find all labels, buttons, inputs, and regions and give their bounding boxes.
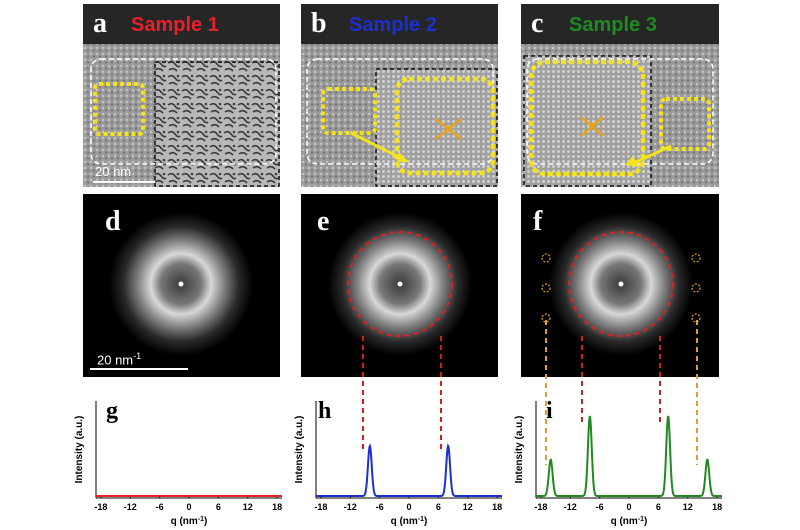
plot-i: -18 -12 -6 0 6 12 18 Intensity (a.u.) q (nm-1) i bbox=[510, 395, 730, 530]
x-axis-label: q (nm-1) bbox=[171, 516, 208, 528]
series-line bbox=[316, 443, 502, 497]
chart-g-svg: -18 -12 -6 0 6 12 18 Intensity (a.u.) q (nm-1) bbox=[74, 401, 282, 528]
x-tick-label: -18 bbox=[94, 502, 107, 512]
x-tick-label: 6 bbox=[436, 502, 441, 512]
panel-title-sample-2: Sample 2 bbox=[349, 14, 437, 36]
panel-label-h: h bbox=[318, 398, 332, 424]
panel-label-c: c bbox=[531, 8, 544, 39]
series-line bbox=[536, 415, 722, 497]
panel-label-i: i bbox=[546, 398, 553, 424]
chart-h-svg: -18 -12 -6 0 6 12 18 Intensity (a.u.) q (nm-1) bbox=[294, 401, 502, 528]
scale-bar-fft-sup: -1 bbox=[133, 351, 142, 361]
x-tick-label: 18 bbox=[712, 502, 722, 512]
fft-pattern-d bbox=[90, 212, 253, 370]
scale-bar-fft-text: 20 nm bbox=[97, 352, 134, 368]
plot-h: -18 -12 -6 0 6 12 18 Intensity (a.u.) q (nm-1) h bbox=[290, 395, 510, 530]
x-tick-label: -6 bbox=[376, 502, 384, 512]
tem-image-b: b Sample 2 bbox=[301, 4, 498, 187]
x-tick-label: 12 bbox=[463, 502, 473, 512]
x-tick-label: 6 bbox=[656, 502, 661, 512]
tem-texture-a bbox=[83, 4, 280, 187]
x-tick-label: 18 bbox=[492, 502, 502, 512]
x-tick-label: 6 bbox=[216, 502, 221, 512]
fft-image-e: e bbox=[301, 194, 498, 377]
tem-image-a: a Sample 1 20 nm bbox=[83, 4, 280, 187]
x-tick-label: 0 bbox=[406, 502, 411, 512]
x-tick-label: -12 bbox=[344, 502, 357, 512]
fft-image-f: f bbox=[521, 194, 719, 377]
x-tick-label: -6 bbox=[156, 502, 164, 512]
x-axis-label: q (nm-1) bbox=[611, 516, 648, 528]
panel-label-b: b bbox=[311, 8, 327, 39]
panel-label-d: d bbox=[105, 206, 121, 237]
x-tick-label: 18 bbox=[272, 502, 282, 512]
x-tick-label: -18 bbox=[314, 502, 327, 512]
panel-label-e: e bbox=[317, 206, 330, 237]
fft-image-d: d 20 nm-1 bbox=[83, 194, 280, 377]
scale-bar-label-fft: 20 nm-1 bbox=[97, 351, 141, 367]
x-tick-label: -18 bbox=[534, 502, 547, 512]
panel-label-f: f bbox=[533, 206, 543, 237]
x-tick-label: 0 bbox=[626, 502, 631, 512]
x-tick-label: 12 bbox=[683, 502, 693, 512]
x-tick-label: 12 bbox=[243, 502, 253, 512]
chart-i-svg: -18 -12 -6 0 6 12 18 Intensity (a.u.) q (nm-1) bbox=[514, 401, 722, 528]
y-axis-label: Intensity (a.u.) bbox=[294, 416, 305, 484]
panel-title-sample-1: Sample 1 bbox=[131, 14, 219, 36]
panel-label-a: a bbox=[93, 8, 107, 39]
y-axis-label: Intensity (a.u.) bbox=[74, 416, 85, 484]
tem-image-c: c Sample 3 bbox=[521, 4, 719, 187]
fft-pattern-e bbox=[328, 212, 472, 356]
x-tick-label: 0 bbox=[186, 502, 191, 512]
panel-label-g: g bbox=[106, 398, 118, 424]
tem-texture-b bbox=[301, 4, 498, 187]
y-axis-label: Intensity (a.u.) bbox=[514, 416, 525, 484]
x-tick-label: -12 bbox=[124, 502, 137, 512]
x-tick-label: -6 bbox=[596, 502, 604, 512]
scale-bar-label-real: 20 nm bbox=[95, 164, 132, 179]
panel-title-sample-3: Sample 3 bbox=[569, 14, 657, 36]
fft-pattern-f bbox=[541, 212, 701, 356]
x-axis-label: q (nm-1) bbox=[391, 516, 428, 528]
plot-g: -18 -12 -6 0 6 12 18 Intensity (a.u.) q (nm-1) g bbox=[70, 395, 290, 530]
x-tick-label: -12 bbox=[564, 502, 577, 512]
tem-texture-c bbox=[521, 4, 719, 187]
